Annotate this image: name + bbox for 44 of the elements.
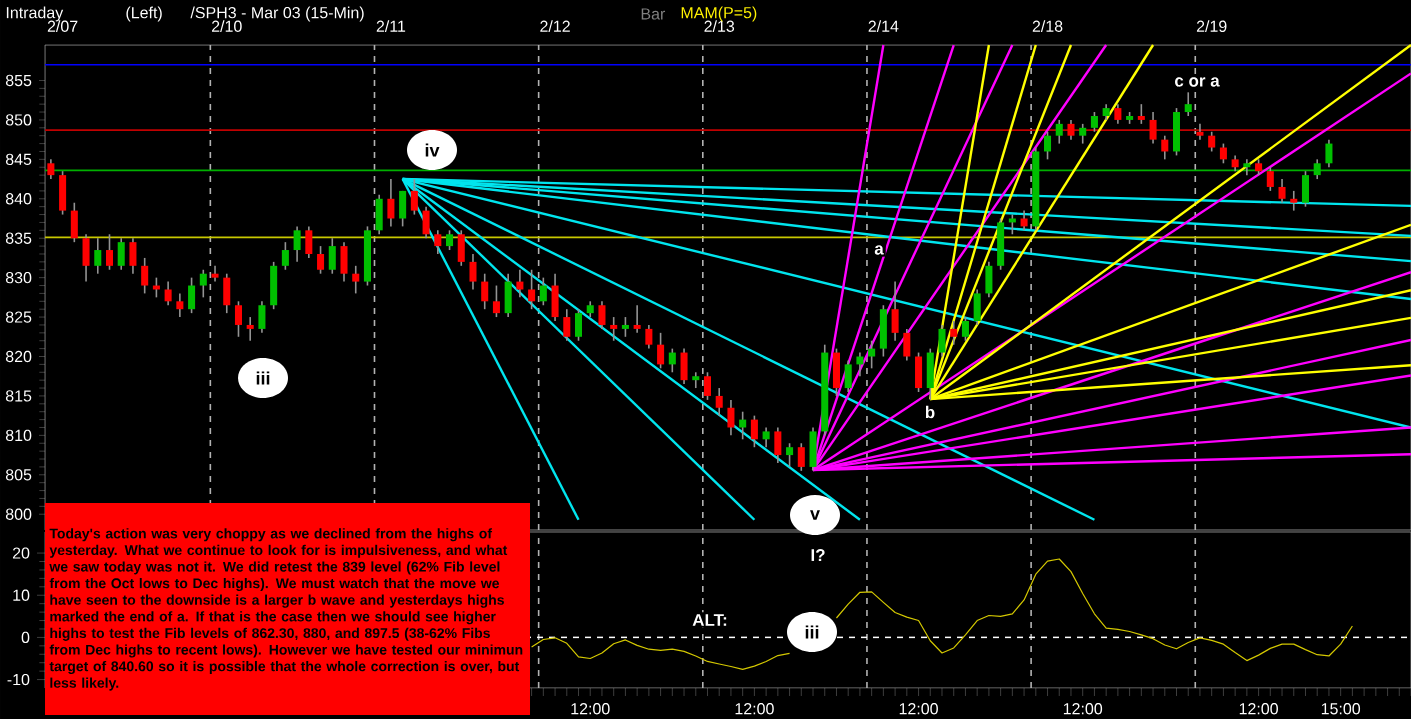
text: MAM(P=5) [681, 6, 757, 22]
x-tick-label: 2/12 [540, 20, 570, 32]
x-tick-label: 2/14 [868, 20, 899, 32]
x-tick-label: 2/19 [1196, 20, 1227, 32]
text: Bar [641, 8, 666, 20]
y-tick-label: 825 [5, 311, 32, 323]
x-tick-label: 2/10 [212, 20, 242, 32]
x-tick-label: 2/18 [1032, 20, 1063, 32]
y-tick-label: 800 [5, 508, 32, 520]
y-tick-label: 840 [5, 193, 32, 205]
x-tick-label: 12:00 [899, 703, 938, 715]
annotation: iv [425, 143, 440, 157]
text: Today's action was very choppy as we declined from the highs of yesterday. What we continue to look for is impulsiveness, and what we saw today was not it. We did retest the 839 level (62% Fib level from the Oct lows to Dec highs). We must watch that the move we have seen to the downside is a larger b wave and yesterdays highs marked the end of a. If that is the case then we should see higher highs to test the Fib levels of 862.30, 880, and 897.5 (38-62% Fibs from Dec highs to recent lows). However we have tested our minimun target of 840.60 so it is possible that the whole correction is over, but less likely. [49, 528, 523, 691]
y-tick-label: 810 [5, 429, 32, 442]
y-tick-label: 10 [13, 589, 30, 601]
x-tick-label: 12:00 [571, 703, 610, 715]
annotation: c or a [1175, 77, 1220, 87]
y-tick-label: 835 [5, 232, 32, 244]
y-tick-label: 830 [5, 271, 32, 284]
text: Intraday [6, 6, 64, 22]
text: (Left) [126, 6, 162, 22]
y-tick-label: -10 [7, 673, 30, 686]
annotation: I? [811, 549, 825, 561]
y-tick-label: 845 [5, 153, 32, 166]
annotation: ALT: [692, 614, 727, 626]
x-tick-label: 2/07 [47, 20, 78, 32]
y-tick-label: 0 [21, 631, 30, 644]
x-tick-label: 15:00 [1321, 703, 1361, 715]
y-tick-label: 855 [5, 74, 32, 87]
y-tick-label: 815 [5, 390, 32, 402]
x-tick-label: 12:00 [1063, 703, 1103, 715]
x-tick-label: 12:00 [735, 703, 774, 715]
x-tick-label: 2/13 [704, 20, 735, 32]
annotation: b [925, 405, 935, 419]
y-tick-label: 820 [5, 350, 32, 363]
y-tick-label: 805 [5, 469, 32, 481]
x-tick-label: 12:00 [1239, 703, 1278, 715]
y-tick-label: 850 [5, 114, 32, 126]
x-tick-label: 2/11 [376, 20, 406, 32]
y-tick-label: 20 [12, 547, 30, 559]
annotation: iii [805, 625, 819, 639]
annotation: v [810, 510, 820, 520]
annotation: iii [256, 371, 270, 385]
annotation: a [874, 245, 884, 255]
